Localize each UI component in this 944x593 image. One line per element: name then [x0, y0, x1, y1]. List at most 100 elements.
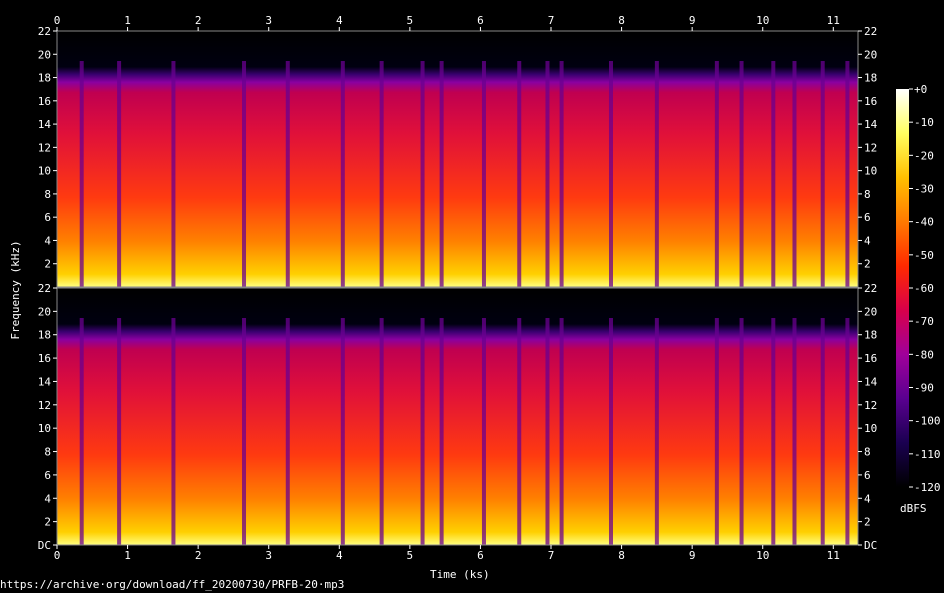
y-tick-label-left: 8: [44, 446, 51, 459]
silence-gap: [792, 318, 797, 545]
colorbar-tick-label: -110: [914, 448, 941, 461]
silence-gap: [379, 61, 384, 287]
silence-gap: [285, 318, 290, 545]
x-tick-label-bottom: 2: [195, 549, 202, 562]
colorbar-tick-label: +0: [914, 83, 927, 96]
y-tick-label-right: 10: [864, 422, 877, 435]
silence-gap: [242, 61, 247, 287]
colorbar: [896, 89, 909, 487]
y-tick-label-right: 10: [864, 165, 877, 178]
x-tick-label-top: 7: [548, 14, 555, 27]
y-tick-label-left: 4: [44, 492, 51, 505]
y-tick-label-right: DC: [864, 539, 877, 552]
silence-gap: [79, 318, 84, 545]
y-tick-label-right: 18: [864, 72, 877, 85]
y-tick-label-left: 20: [38, 48, 51, 61]
silence-gap: [820, 61, 825, 287]
x-tick-label-bottom: 5: [407, 549, 414, 562]
y-tick-label-right: 22: [864, 282, 877, 295]
y-tick-label-right: 20: [864, 48, 877, 61]
x-tick-label-bottom: 0: [54, 549, 61, 562]
y-tick-label-left: 16: [38, 352, 51, 365]
silence-gap: [481, 318, 486, 545]
y-tick-label-left: 6: [44, 469, 51, 482]
y-tick-label-right: 8: [864, 446, 871, 459]
y-tick-label-left: 22: [38, 282, 51, 295]
silence-gap: [517, 61, 522, 287]
silence-gap: [420, 61, 425, 287]
y-tick-label-right: 4: [864, 492, 871, 505]
panel-frame: [56, 30, 859, 288]
y-tick-label-right: 6: [864, 211, 871, 224]
y-tick-label-left: 14: [38, 118, 52, 131]
y-tick-label-left: 4: [44, 234, 51, 247]
y-tick-label-left: 22: [38, 25, 51, 38]
y-tick-label-left: 18: [38, 329, 51, 342]
x-tick-label-top: 2: [195, 14, 202, 27]
y-tick-label-right: 2: [864, 516, 871, 529]
silence-gap: [340, 318, 345, 545]
x-tick-label-top: 5: [407, 14, 414, 27]
y-tick-label-left: 8: [44, 188, 51, 201]
colorbar-tick-label: -20: [914, 149, 934, 162]
silence-gap: [739, 318, 744, 545]
colorbar-label: dBFS: [900, 502, 927, 515]
y-tick-label-right: 8: [864, 188, 871, 201]
x-tick-label-top: 11: [827, 14, 840, 27]
silence-gap: [171, 61, 176, 287]
x-tick-label-bottom: 3: [265, 549, 272, 562]
source-url: https://archive·org/download/ff_20200730…: [0, 578, 345, 591]
silence-gap: [714, 61, 719, 287]
x-tick-label-bottom: 8: [618, 549, 625, 562]
y-tick-label-left: 10: [38, 165, 51, 178]
silence-gap: [845, 318, 850, 545]
colorbar-tick-label: -10: [914, 116, 934, 129]
y-tick-label-right: 16: [864, 95, 877, 108]
silence-gap: [545, 318, 550, 545]
colorbar-tick-label: -50: [914, 249, 934, 262]
silence-gap: [517, 318, 522, 545]
silence-gap: [559, 318, 564, 545]
y-tick-label-right: 6: [864, 469, 871, 482]
silence-gap: [771, 318, 776, 545]
colorbar-tick-label: -80: [914, 348, 934, 361]
y-tick-label-right: 18: [864, 329, 877, 342]
y-tick-label-left: 16: [38, 95, 51, 108]
silence-gap: [771, 61, 776, 287]
silence-gap: [171, 318, 176, 545]
y-tick-label-left: 18: [38, 72, 51, 85]
colorbar-ticks: +0 -10 -20 -30 -40 -50 -60 -70 -80 -90 -100 -110 -12…: [909, 83, 941, 494]
silence-gap: [608, 318, 613, 545]
silence-gap: [242, 318, 247, 545]
silence-gap: [439, 318, 444, 545]
silence-gap: [739, 61, 744, 287]
x-tick-label-bottom: 9: [689, 549, 696, 562]
silence-gap: [654, 318, 659, 545]
silence-gap: [714, 318, 719, 545]
silence-gap: [654, 61, 659, 287]
x-tick-label-top: 8: [618, 14, 625, 27]
y-tick-label-left: 20: [38, 305, 51, 318]
colorbar-tick-label: -60: [914, 282, 934, 295]
silence-gap: [379, 318, 384, 545]
silence-gap: [439, 61, 444, 287]
silence-gap: [285, 61, 290, 287]
spectrogram-panels: [56, 30, 859, 546]
x-tick-label-top: 1: [124, 14, 131, 27]
y-axis-label: Frequency (kHz): [9, 240, 22, 339]
x-tick-label-top: 10: [756, 14, 769, 27]
x-tick-label-bottom: 7: [548, 549, 555, 562]
y-tick-label-left: 6: [44, 211, 51, 224]
y-tick-label-right: 16: [864, 352, 877, 365]
x-tick-label-bottom: 1: [124, 549, 131, 562]
x-tick-label-top: 9: [689, 14, 696, 27]
silence-gap: [420, 318, 425, 545]
spectrogram-area: [57, 31, 858, 287]
y-tick-label-left: 2: [44, 258, 51, 271]
y-tick-label-right: 20: [864, 305, 877, 318]
channel-2-panel: [56, 287, 859, 546]
colorbar-tick-label: -70: [914, 315, 934, 328]
panel-frame: [56, 287, 859, 546]
spectrogram-area: [57, 288, 858, 545]
x-tick-label-top: 4: [336, 14, 343, 27]
